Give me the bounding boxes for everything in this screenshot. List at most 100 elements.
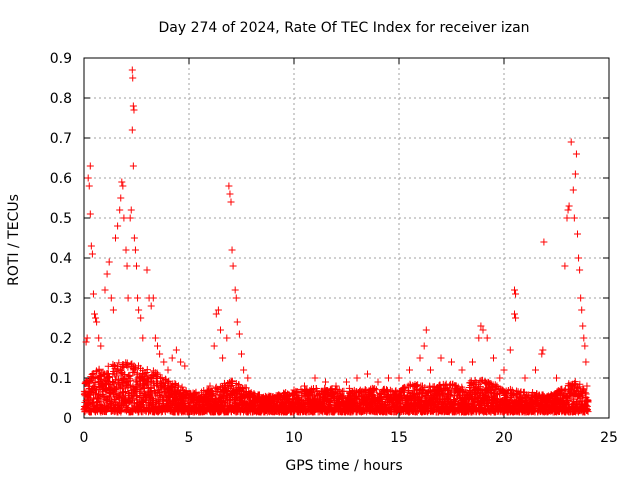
data-point bbox=[228, 378, 236, 386]
data-point bbox=[379, 387, 387, 395]
data-point bbox=[311, 374, 319, 382]
data-point bbox=[85, 398, 93, 406]
data-point bbox=[206, 382, 214, 390]
data-point bbox=[88, 370, 96, 378]
data-point bbox=[154, 342, 161, 350]
data-point bbox=[129, 102, 137, 110]
data-point bbox=[579, 322, 587, 330]
data-point bbox=[122, 246, 130, 254]
data-point bbox=[107, 294, 115, 302]
y-tick-label: 0.2 bbox=[50, 331, 72, 347]
data-point bbox=[395, 374, 403, 382]
data-point bbox=[477, 389, 485, 397]
data-point bbox=[88, 377, 96, 385]
data-point bbox=[228, 246, 236, 254]
data-point bbox=[105, 258, 113, 266]
data-point bbox=[238, 350, 245, 358]
data-point bbox=[353, 374, 361, 382]
data-point bbox=[574, 230, 581, 238]
data-point bbox=[572, 150, 580, 158]
x-tick-label: 20 bbox=[495, 430, 513, 446]
data-point bbox=[244, 374, 252, 382]
y-tick-label: 0 bbox=[63, 411, 72, 427]
data-point bbox=[583, 382, 591, 390]
y-tick-label: 0.6 bbox=[50, 171, 72, 187]
data-point bbox=[511, 310, 518, 318]
data-point bbox=[364, 370, 371, 378]
data-point bbox=[135, 306, 143, 314]
data-point bbox=[159, 395, 167, 403]
data-point bbox=[532, 366, 539, 374]
x-axis-label: GPS time / hours bbox=[285, 458, 402, 474]
data-point bbox=[539, 346, 547, 354]
data-point bbox=[422, 326, 430, 334]
data-point bbox=[87, 242, 95, 250]
data-point bbox=[563, 214, 571, 222]
data-point bbox=[89, 290, 97, 298]
data-point bbox=[115, 359, 123, 367]
data-point bbox=[112, 385, 120, 393]
data-point bbox=[119, 375, 127, 383]
y-tick-label: 0.3 bbox=[50, 291, 72, 307]
data-point bbox=[154, 370, 162, 378]
x-tick-label: 0 bbox=[80, 430, 89, 446]
data-point bbox=[269, 394, 277, 402]
data-point bbox=[414, 381, 422, 389]
data-point bbox=[86, 391, 94, 399]
data-point bbox=[219, 354, 227, 362]
data-point bbox=[88, 250, 96, 258]
data-point bbox=[475, 334, 483, 342]
data-point bbox=[567, 138, 575, 146]
data-point bbox=[511, 286, 518, 294]
data-point bbox=[235, 330, 243, 338]
data-point bbox=[226, 190, 234, 198]
data-point bbox=[97, 398, 105, 406]
data-point bbox=[477, 322, 485, 330]
data-point bbox=[134, 294, 142, 302]
data-point bbox=[168, 354, 176, 362]
data-point bbox=[117, 194, 125, 202]
data-point bbox=[576, 380, 584, 388]
data-point bbox=[151, 334, 159, 342]
data-point bbox=[232, 294, 240, 302]
data-point bbox=[214, 306, 222, 314]
data-point bbox=[83, 334, 91, 342]
data-point bbox=[259, 394, 266, 402]
data-point bbox=[129, 162, 137, 170]
data-point bbox=[138, 398, 146, 406]
data-point bbox=[101, 286, 109, 294]
data-point bbox=[571, 170, 579, 178]
data-point bbox=[124, 294, 132, 302]
data-point bbox=[121, 388, 129, 396]
data-point bbox=[114, 222, 122, 230]
data-point bbox=[158, 374, 166, 382]
data-point bbox=[191, 390, 199, 398]
data-point bbox=[128, 126, 136, 134]
data-point bbox=[483, 334, 491, 342]
data-point bbox=[540, 238, 548, 246]
data-point bbox=[95, 334, 103, 342]
data-point bbox=[385, 374, 392, 382]
y-axis-label: ROTI / TECUs bbox=[6, 194, 22, 286]
data-point bbox=[582, 358, 590, 366]
data-point bbox=[564, 206, 572, 214]
data-point bbox=[91, 310, 98, 318]
data-point bbox=[91, 374, 99, 382]
data-point bbox=[86, 210, 94, 218]
data-point bbox=[560, 387, 568, 395]
y-tick-label: 0.7 bbox=[50, 131, 72, 147]
y-axis: 0 0.1 0.2 0.3 0.4 0.5 0.6 0.7 0.8 0.9 bbox=[50, 51, 609, 427]
data-point bbox=[112, 234, 119, 242]
data-point bbox=[128, 66, 136, 74]
data-point bbox=[210, 342, 218, 350]
data-point bbox=[512, 290, 520, 298]
data-point bbox=[100, 371, 108, 379]
data-point bbox=[569, 186, 577, 194]
data-point bbox=[570, 214, 578, 222]
data-point bbox=[406, 366, 413, 374]
data-point bbox=[118, 178, 126, 186]
data-point bbox=[97, 342, 105, 350]
data-point bbox=[136, 388, 144, 396]
chart-title: Day 274 of 2024, Rate Of TEC Index for r… bbox=[158, 20, 529, 36]
data-point bbox=[227, 198, 235, 206]
